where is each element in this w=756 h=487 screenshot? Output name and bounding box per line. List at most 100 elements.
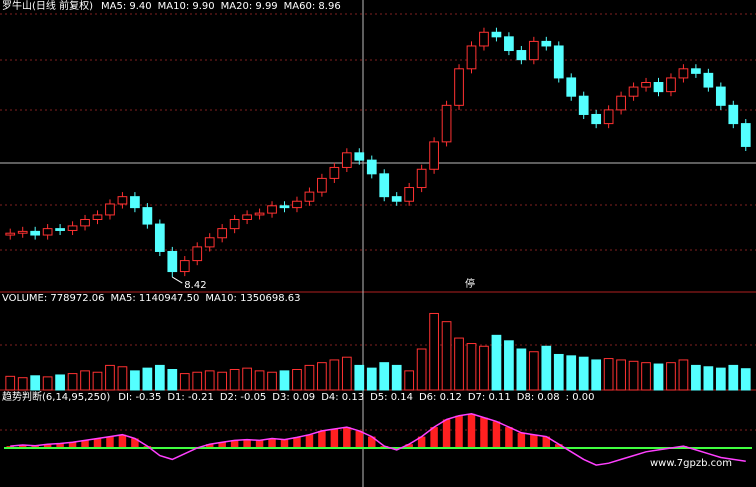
legend-entry: D1: -0.21 xyxy=(167,392,213,403)
candle-body xyxy=(80,219,90,227)
trend-bar xyxy=(243,439,251,448)
trend-bar xyxy=(442,419,451,448)
legend-entry: D8: 0.08 xyxy=(517,392,560,403)
volume-bar xyxy=(179,373,190,391)
legend-entry: D6: 0.12 xyxy=(419,392,462,403)
volume-bar xyxy=(441,321,452,391)
candle-body xyxy=(504,36,514,52)
volume-bar xyxy=(192,371,203,391)
trend-bar xyxy=(355,430,364,448)
candle-body xyxy=(304,191,315,202)
volume-bar xyxy=(528,351,539,391)
legend-entry: MA10: 1350698.63 xyxy=(205,293,300,304)
candle-body xyxy=(516,50,527,61)
legend-entry: D4: 0.13 xyxy=(321,392,364,403)
trend-bar xyxy=(268,438,276,448)
candle-body xyxy=(217,228,228,239)
volume-bar xyxy=(105,364,115,391)
volume-bar xyxy=(566,355,577,391)
trend-bar xyxy=(455,415,463,448)
candle-body xyxy=(641,82,651,88)
candle-body xyxy=(167,250,178,273)
volume-bar xyxy=(55,374,65,391)
candle-body xyxy=(17,230,28,234)
volume-bar xyxy=(67,373,78,391)
volume-bar xyxy=(217,371,228,391)
volume-bar xyxy=(466,343,477,391)
watermark: www.7gpzb.com xyxy=(650,458,732,469)
volume-bar xyxy=(292,369,302,391)
volume-bar xyxy=(429,312,439,391)
legend-entry: MA20: 9.99 xyxy=(221,1,278,12)
candle-body xyxy=(416,168,427,189)
candle-body xyxy=(715,86,726,106)
volume-bar xyxy=(616,359,626,391)
trend-line xyxy=(10,413,746,466)
halt-label: 停 xyxy=(465,277,475,290)
volume-bar xyxy=(691,364,701,391)
volume-bar xyxy=(578,356,589,391)
candle-body xyxy=(441,104,452,143)
low-pointer xyxy=(172,276,183,284)
candle-body xyxy=(678,68,689,79)
candle-body xyxy=(242,214,252,221)
trend-bar xyxy=(330,429,339,448)
legend-entry: MA10: 9.90 xyxy=(158,1,215,12)
trend-bar xyxy=(93,438,102,448)
candle-body xyxy=(528,40,539,61)
candle-body xyxy=(92,214,103,221)
panel-title: 趋势判断(6,14,95,250) xyxy=(2,390,110,403)
candle-body xyxy=(192,246,203,262)
candle-body xyxy=(628,86,639,97)
candle-body xyxy=(491,31,502,38)
candle-body xyxy=(454,68,464,106)
volume-bar xyxy=(603,358,614,391)
legend-entry: : 0.00 xyxy=(566,392,595,403)
candle-body xyxy=(5,232,16,236)
volume-bar xyxy=(516,348,527,391)
legend-entry: MA5: 9.40 xyxy=(101,1,152,12)
candle-body xyxy=(317,177,327,193)
legend-entry: D3: 0.09 xyxy=(272,392,315,403)
legend-entry: D7: 0.11 xyxy=(468,392,511,403)
trend-bar xyxy=(405,444,413,448)
trend-bar xyxy=(293,437,301,448)
trend-bar xyxy=(417,436,426,448)
candle-body xyxy=(42,228,53,236)
trend-bar xyxy=(280,439,289,448)
trend-bar xyxy=(68,442,77,448)
legend-entry: MA5: 1140947.50 xyxy=(111,293,200,304)
trend-bar xyxy=(131,438,139,448)
trend-bar xyxy=(368,436,376,448)
volume-bar xyxy=(715,367,726,391)
trend-bar xyxy=(542,436,551,448)
volume-bar xyxy=(366,367,377,391)
volume-bar xyxy=(17,377,28,391)
volume-bar xyxy=(541,345,552,391)
trend-bar xyxy=(18,444,27,448)
volume-bar xyxy=(641,362,651,391)
volume-bar xyxy=(242,367,252,391)
low-label: 8.42 xyxy=(184,280,206,291)
candle-body xyxy=(154,223,165,252)
candle-body xyxy=(254,212,265,216)
volume-bar xyxy=(130,370,140,391)
candle-body xyxy=(541,40,552,47)
candle-body xyxy=(391,196,402,202)
trend-bar xyxy=(517,432,526,448)
volume-bar xyxy=(341,356,352,391)
trend-bar xyxy=(343,427,351,448)
volume-bar xyxy=(279,370,290,391)
volume-bar xyxy=(42,376,53,391)
candle-body xyxy=(466,45,477,70)
volume-bar xyxy=(204,370,215,391)
volume-bar xyxy=(404,370,415,391)
candle-body xyxy=(341,152,352,168)
trend-bar xyxy=(205,444,214,448)
panel-title: 罗牛山(日线 前复权) xyxy=(2,0,93,12)
trend-bar xyxy=(430,427,438,448)
candle-body xyxy=(553,45,564,79)
legend-entry: D5: 0.14 xyxy=(370,392,413,403)
volume-bar xyxy=(117,366,128,391)
